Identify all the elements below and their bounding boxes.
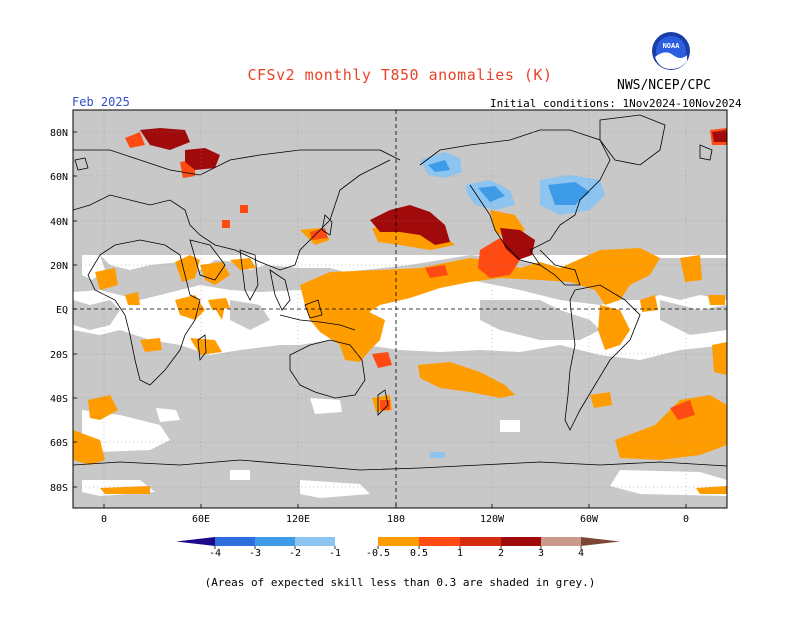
lat-label-60n: 60N (50, 172, 68, 183)
anomaly-neg2-neg1 (428, 160, 590, 205)
neutral-areas (82, 255, 727, 498)
lon-label-120w: 120W (480, 514, 505, 525)
legend-label: 0.5 (410, 548, 428, 559)
lat-label-60s: 60S (50, 438, 68, 449)
legend-label: 2 (498, 548, 504, 559)
lat-label-20n: 20N (50, 261, 68, 272)
legend-swatch-neg2 (255, 537, 295, 546)
coastlines (73, 114, 727, 471)
lat-label-eq: EQ (56, 305, 68, 316)
longitude-labels: 0 60E 120E 180 120W 60W 0 (101, 504, 689, 525)
legend-label: 1 (457, 548, 463, 559)
legend-swatch-lt-neg4 (176, 537, 215, 546)
forecast-period: Feb 2025 (72, 95, 130, 109)
skill-footnote: (Areas of expected skill less than 0.3 a… (204, 576, 596, 589)
legend-swatch-1-2-red (460, 537, 501, 546)
lon-label-180: 180 (387, 514, 405, 525)
noaa-logo-text: NOAA (663, 42, 681, 50)
legend-label: -4 (209, 548, 221, 559)
legend-label: -3 (249, 548, 261, 559)
legend-swatch-gt-4 (581, 537, 620, 546)
legend-label: 4 (578, 548, 584, 559)
legend-label: -1 (329, 548, 341, 559)
lat-label-40s: 40S (50, 394, 68, 405)
lon-label-0: 0 (683, 514, 689, 525)
lat-label-20s: 20S (50, 350, 68, 361)
noaa-logo: NOAA (652, 32, 690, 70)
lon-label-60e: 60E (192, 514, 210, 525)
legend-swatch-1-red-orange (419, 537, 460, 546)
legend-swatch-neg3 (215, 537, 255, 546)
lon-label-120e: 120E (286, 514, 310, 525)
lon-label-0: 0 (101, 514, 107, 525)
latitude-labels: 80N 60N 40N 20N EQ 20S 40S 60S 80S (50, 128, 77, 494)
lat-label-40n: 40N (50, 217, 68, 228)
legend-label: 3 (538, 548, 544, 559)
agency-label: NWS/NCEP/CPC (617, 78, 711, 93)
legend-swatch-neutral (335, 537, 378, 546)
lat-label-80s: 80S (50, 483, 68, 494)
gridlines (73, 110, 727, 508)
lon-label-60w: 60W (580, 514, 599, 525)
map-title: CFSv2 monthly T850 anomalies (K) (247, 66, 553, 84)
initial-conditions: Initial conditions: 1Nov2024-10Nov2024 (490, 97, 742, 110)
anomaly-2-3 (140, 128, 727, 260)
legend-label: -0.5 (366, 548, 390, 559)
lat-label-80n: 80N (50, 128, 68, 139)
legend-swatch-0p5-orange (378, 537, 419, 546)
legend-label: -2 (289, 548, 301, 559)
legend-swatch-neg1 (295, 537, 335, 546)
legend-swatch-2-3-dark (501, 537, 541, 546)
color-legend: -4 -3 -2 -1 -0.5 0.5 1 2 3 4 (176, 537, 620, 559)
legend-swatch-3-4-tan (541, 537, 581, 546)
